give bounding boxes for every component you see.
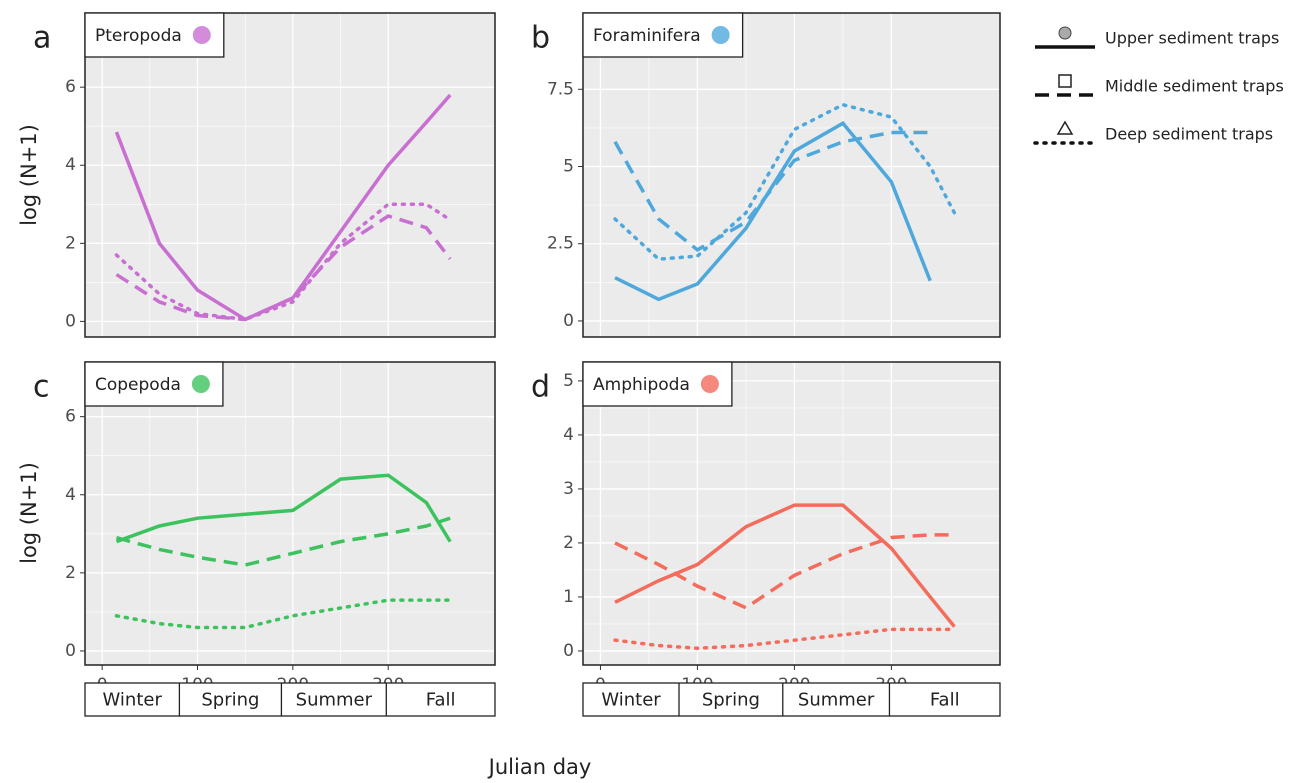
taxon-icon xyxy=(191,375,210,393)
trend-line xyxy=(116,516,451,567)
y-tick-label: 2 xyxy=(563,533,574,553)
panel-title: Copepoda xyxy=(84,361,224,407)
y-tick-label: 2 xyxy=(65,563,76,583)
y-tick-label: 0 xyxy=(65,311,76,331)
trend-line xyxy=(115,473,452,544)
panel-letter: a xyxy=(33,21,51,56)
y-tick-label: 0 xyxy=(563,641,574,661)
taxon-icon xyxy=(192,26,211,44)
y-tick-label: 6 xyxy=(65,407,76,427)
plot-background xyxy=(583,13,1000,337)
y-tick-label: 0 xyxy=(65,641,76,661)
legend-label: Middle sediment traps xyxy=(1105,77,1284,96)
y-tick-label: 4 xyxy=(65,485,76,505)
trend-line xyxy=(613,130,931,253)
season-strip xyxy=(582,682,1001,717)
season-label: Winter xyxy=(601,690,661,711)
plot-border xyxy=(84,12,496,338)
plot-border xyxy=(582,361,1001,666)
plot-background xyxy=(85,13,495,337)
trend-line xyxy=(114,598,452,630)
panel-title-text: Amphipoda xyxy=(593,375,690,395)
y-tick-label: 0 xyxy=(563,311,574,331)
panel-title: Pteropoda xyxy=(84,12,225,58)
legend-marker xyxy=(1058,26,1072,40)
y-tick-label: 2 xyxy=(65,233,76,253)
trend-line xyxy=(114,202,452,322)
y-axis-label: log (N+1) xyxy=(17,462,41,564)
trend-line xyxy=(614,121,932,302)
season-label: Spring xyxy=(201,690,259,711)
season-strip xyxy=(84,682,496,717)
trend-line xyxy=(613,102,957,261)
y-tick-label: 3 xyxy=(563,479,574,499)
plot-background xyxy=(85,362,495,665)
panel-title: Foraminifera xyxy=(582,12,744,58)
panel-letter: b xyxy=(531,21,550,56)
y-tick-label: 6 xyxy=(65,77,76,97)
panel-letter: c xyxy=(33,370,50,405)
legend-label: Deep sediment traps xyxy=(1105,125,1273,144)
panel-letter: d xyxy=(531,370,550,405)
y-tick-label: 5 xyxy=(563,157,574,177)
panel-title: Amphipoda xyxy=(582,361,733,407)
plot-border xyxy=(582,12,1001,338)
y-tick-label: 4 xyxy=(65,155,76,175)
panel-title-text: Foraminifera xyxy=(593,26,701,46)
y-axis-label: log (N+1) xyxy=(17,124,41,226)
y-tick-label: 5 xyxy=(563,371,574,391)
plot-border xyxy=(84,361,496,666)
y-tick-label: 1 xyxy=(563,587,574,607)
y-tick-label: 7.5 xyxy=(547,79,574,99)
legend-marker xyxy=(1056,120,1074,135)
season-label: Summer xyxy=(296,690,373,711)
season-label: Spring xyxy=(702,690,760,711)
season-label: Fall xyxy=(930,690,960,711)
trend-line xyxy=(614,503,956,628)
season-label: Winter xyxy=(103,690,163,711)
panel-title-text: Copepoda xyxy=(95,375,181,395)
season-label: Summer xyxy=(798,690,875,711)
taxon-icon xyxy=(711,26,730,44)
legend-marker xyxy=(1058,74,1072,88)
trend-line xyxy=(114,93,452,322)
y-tick-label: 2.5 xyxy=(547,234,574,254)
plot-background xyxy=(583,362,1000,665)
trend-line xyxy=(613,627,957,651)
panel-title-text: Pteropoda xyxy=(95,26,182,46)
taxon-icon xyxy=(700,375,719,393)
x-axis-label: Julian day xyxy=(487,755,592,779)
legend-label: Upper sediment traps xyxy=(1105,29,1279,48)
trend-line xyxy=(614,533,955,610)
y-tick-label: 4 xyxy=(563,425,574,445)
season-label: Fall xyxy=(426,690,456,711)
